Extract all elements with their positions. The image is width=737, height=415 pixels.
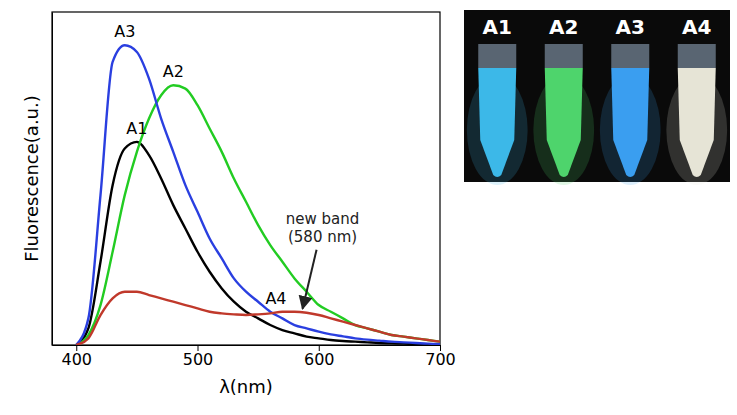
vial-cap [545,44,583,68]
vial-liquid [611,68,649,177]
x-tick: 500 [183,345,214,369]
vial-liquid [678,68,716,177]
series-label: A4 [265,289,286,308]
vial-cap [611,44,649,68]
x-axis-line [53,345,441,346]
x-tick-label: 700 [425,350,456,369]
series-label: A3 [114,22,135,41]
vial-label: A1 [483,15,512,39]
series-label: A2 [163,62,184,81]
vial-label: A2 [549,15,578,39]
series-line [76,292,440,345]
x-tick: 600 [304,345,335,369]
vial [533,44,594,185]
y-axis [52,13,53,346]
series-line [76,85,440,345]
vial-liquid [478,68,516,177]
annotation-arrow [303,250,317,309]
lines [76,45,440,345]
vial-label: A4 [682,15,711,39]
annotation: new band(580 nm) [286,210,360,309]
series-line [76,45,440,345]
vial [666,44,727,185]
annotation-text: (580 nm) [288,228,357,246]
vial-cap [478,44,516,68]
y-axis-title: Fluorescence(a.u.) [21,95,42,262]
vial-label: A3 [616,15,645,39]
vial-photo: A1 A2 A3 A4 [464,10,730,185]
vial [467,44,528,185]
x-tick-label: 400 [61,350,92,369]
figure: 400500600700λ(nm)Fluorescence(a.u.)A1A2A… [0,0,737,415]
x-tick: 400 [61,345,92,369]
annotation-text: new band [286,210,360,228]
vial-cap [678,44,716,68]
vial [600,44,661,185]
x-tick: 700 [425,345,456,369]
plot-frame [52,12,440,345]
photo-background [464,10,730,182]
x-axis-title: λ(nm) [219,376,273,397]
series-label: A1 [126,119,147,138]
x-tick-label: 500 [183,350,214,369]
y-axis-line [52,13,53,346]
vial-liquid [545,68,583,177]
x-axis: 400 500 600 700 [53,345,456,369]
series-labels: A1 A2 A3 A4 [114,22,286,307]
x-tick-label: 600 [304,350,335,369]
